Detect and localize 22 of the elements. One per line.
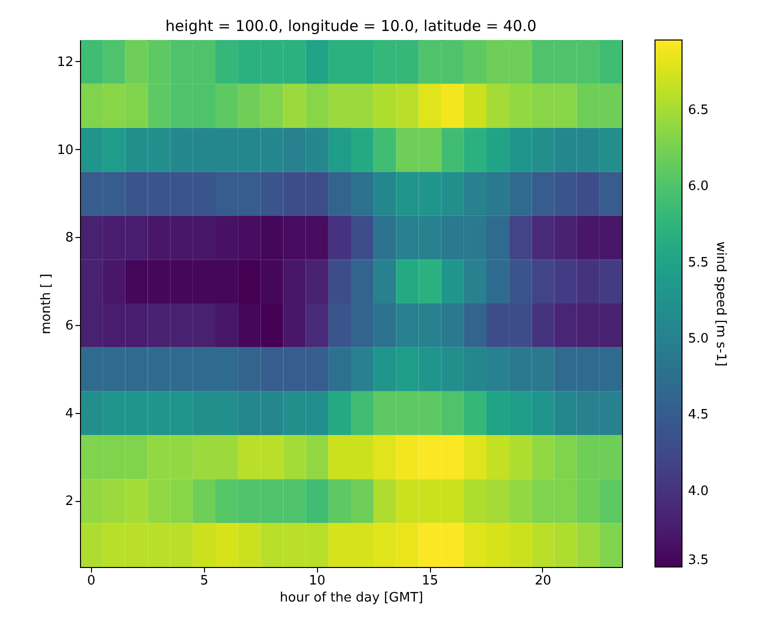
color-bar-label: 5.0 xyxy=(688,332,709,347)
color-bar-label: 6.0 xyxy=(688,179,709,194)
x-tick-label: 15 xyxy=(422,574,438,588)
x-tick-label: 5 xyxy=(200,574,208,588)
color-bar-label: 5.5 xyxy=(688,255,709,270)
y-axis-title: month [ ] xyxy=(38,274,54,334)
x-tick-label: 10 xyxy=(308,574,326,588)
x-tick-label: 20 xyxy=(534,574,552,588)
color-bar-label: 6.5 xyxy=(688,103,709,118)
x-axis-title: hour of the day [GMT] xyxy=(280,590,424,606)
y-tick-label: 4 xyxy=(65,406,74,422)
y-tick-label: 6 xyxy=(65,318,74,334)
y-tick-label: 8 xyxy=(65,230,74,246)
x-tick-label: 0 xyxy=(87,574,96,588)
color-bar-label: 4.0 xyxy=(688,484,709,499)
color-bar-title: wind speed [m s-1] xyxy=(713,242,728,366)
y-tick-label: 12 xyxy=(56,54,74,70)
chart-title: height = 100.0, longitude = 10.0, latitude = 40.0 xyxy=(165,17,537,35)
y-tick-label: 10 xyxy=(56,142,74,158)
color-bar-label: 3.5 xyxy=(688,553,709,568)
y-tick-label: 2 xyxy=(65,494,74,510)
color-bar-label: 4.5 xyxy=(688,408,709,423)
